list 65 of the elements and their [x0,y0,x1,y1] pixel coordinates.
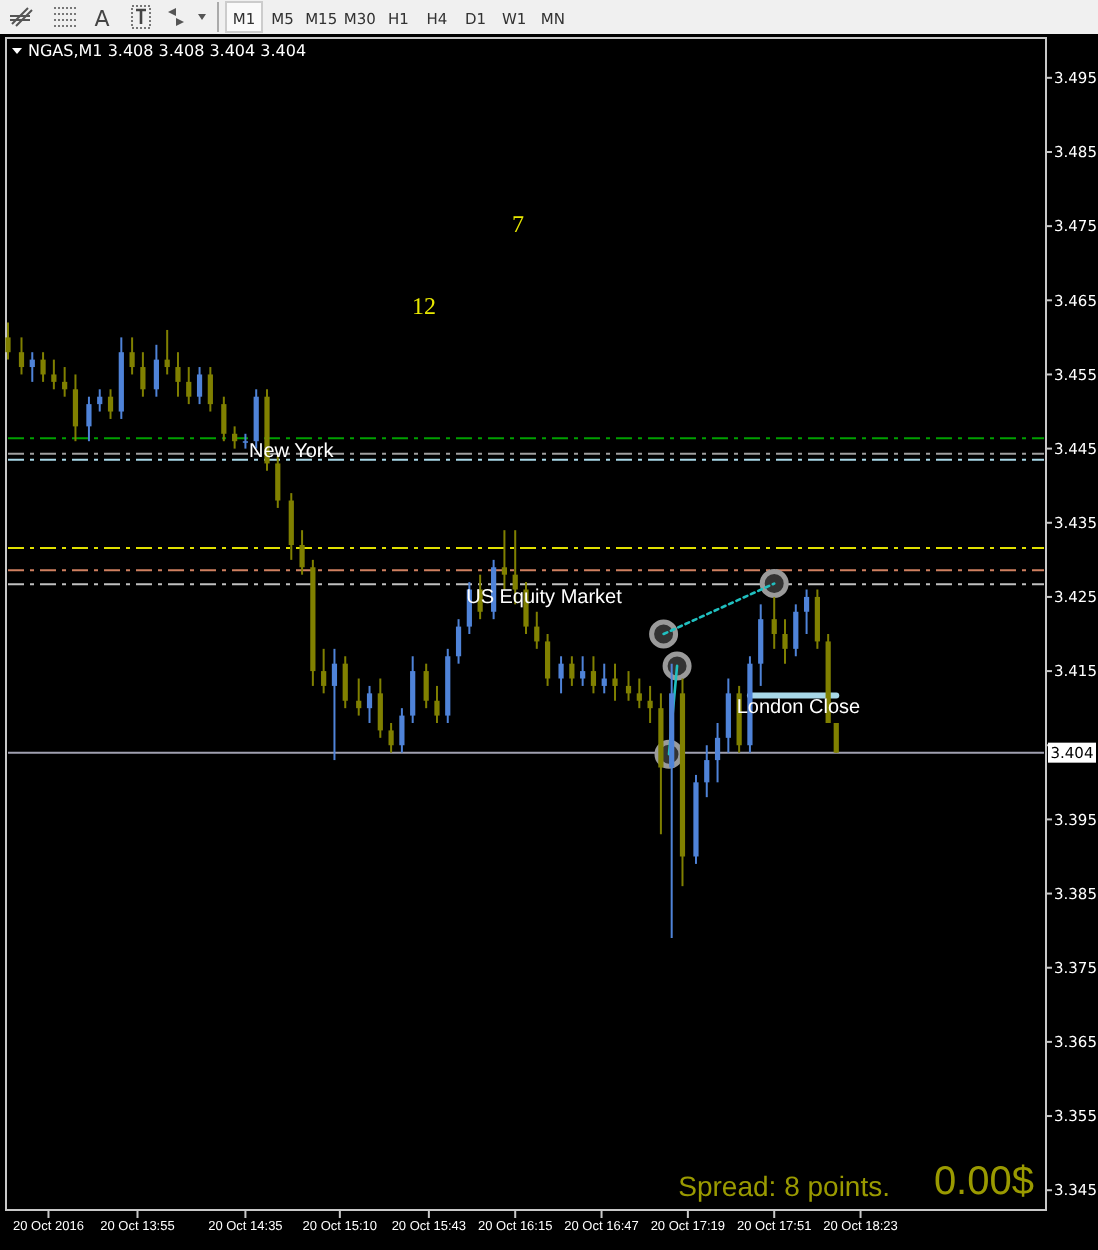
candlestick [501,529,508,591]
candlestick [107,388,114,420]
candlestick [232,425,238,450]
candlestick [388,722,394,754]
candlestick [29,351,35,383]
candlestick [814,588,820,650]
candlestick [636,677,642,710]
candlestick [590,655,597,695]
candlestick [714,722,721,784]
annotation: 7 [512,210,524,238]
candlestick [62,366,68,398]
candlestick [625,670,632,702]
candlestick [434,684,440,724]
candlestick [399,707,405,754]
candlestick [186,366,192,406]
candlestick [40,351,46,383]
candlestick [140,351,146,398]
candlestick [569,655,575,687]
candlestick [5,321,11,361]
candlestick [782,618,788,665]
candlestick [18,336,25,376]
candlestick [72,373,79,443]
candlestick [342,655,348,710]
text: A [94,6,111,32]
candlestick [601,662,607,695]
candlestick [221,395,227,443]
candlestick [423,662,429,710]
candlestick [455,618,462,665]
point [759,569,789,599]
candlestick [366,684,373,724]
annotation: 0.00$ [933,1160,1034,1204]
candlestick [612,662,618,702]
candlestick [725,677,731,754]
candlestick [321,647,327,695]
candlestick [299,529,305,576]
candlestick [558,655,564,695]
candlestick [356,677,362,717]
candlestick [51,358,57,391]
candlestick [196,366,203,406]
candlestick [803,588,810,636]
chart-title: NGAS,M1 3.408 3.408 3.404 3.404 [28,42,307,60]
candlestick [207,366,213,413]
candlestick [771,595,777,650]
candlestick [410,655,416,724]
candlestick [164,328,170,376]
candlestick [275,455,281,509]
candlestick [97,388,103,413]
annotation: 12 [412,292,436,320]
candlestick [793,603,799,658]
candlestick [86,395,92,443]
candlestick [331,647,338,762]
point [649,619,679,649]
candlestick [580,655,586,687]
candlestick [534,610,540,650]
candlestick [175,351,181,398]
annotation: Spread: 8 points. [678,1170,890,1202]
candlestick [129,336,135,376]
candlestick [288,492,294,561]
candlestick [544,633,551,687]
candlestick [153,343,159,398]
candlestick [377,677,383,739]
candlestick [833,722,839,754]
candlestick [758,603,764,687]
candlestick [704,744,710,799]
candlestick [647,684,653,724]
